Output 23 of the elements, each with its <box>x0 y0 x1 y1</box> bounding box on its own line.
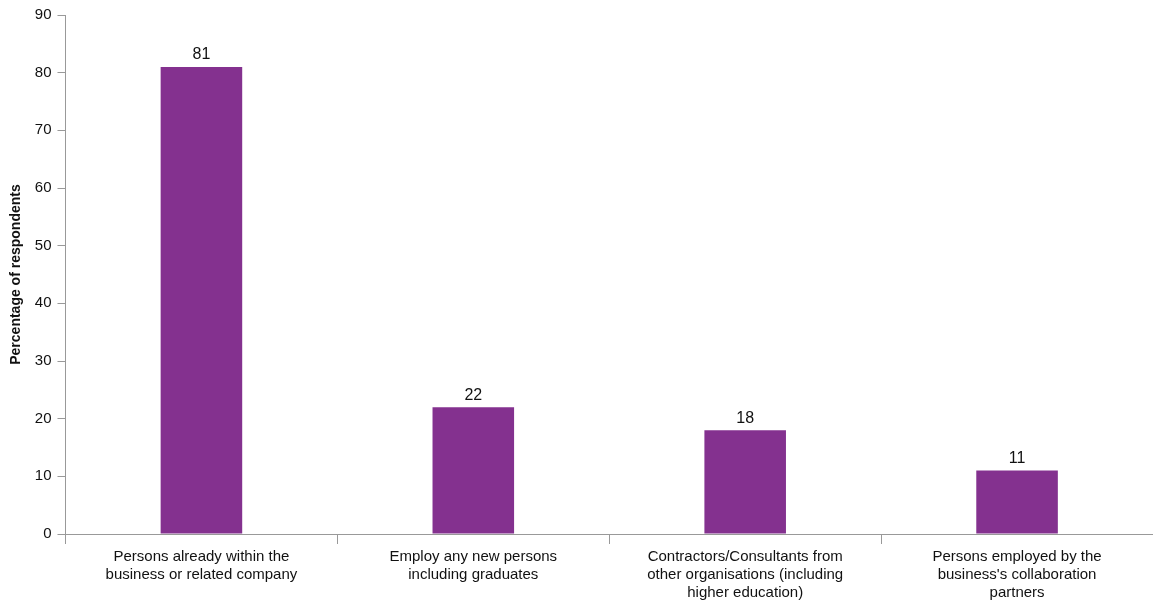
bar <box>704 430 786 534</box>
data-label: 18 <box>736 408 755 426</box>
x-tick-label: Employ any new persons including graduates <box>389 547 558 583</box>
bar <box>160 66 243 534</box>
y-axis-title: Percentage of respondents <box>7 184 24 365</box>
bar <box>432 407 515 534</box>
bar <box>976 470 1058 534</box>
y-tick-label: 10 <box>34 466 52 484</box>
y-tick-label: 40 <box>34 293 52 311</box>
y-tick-label: 0 <box>43 524 52 542</box>
y-tick-label: 50 <box>34 235 52 253</box>
y-tick-label: 60 <box>34 178 52 196</box>
y-tick-label: 90 <box>34 5 52 23</box>
y-tick-label: 70 <box>34 120 52 138</box>
x-tick-label: Contractors/Consultants from other organisations (including higher education) <box>647 547 844 601</box>
y-tick-label: 20 <box>34 408 52 426</box>
y-tick-label: 30 <box>34 351 52 369</box>
data-label: 81 <box>192 45 211 63</box>
data-label: 11 <box>1008 448 1026 466</box>
y-tick-label: 80 <box>34 62 52 80</box>
x-tick-label: Persons already within the business or related company <box>105 547 298 583</box>
x-tick-label: Persons employed by the business's collaboration partners <box>932 547 1102 601</box>
data-label: 22 <box>464 385 483 403</box>
